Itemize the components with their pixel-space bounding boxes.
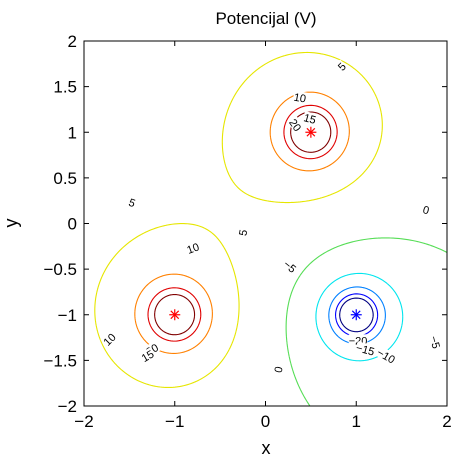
- contour-line-5: [94, 51, 383, 389]
- contour-label: 10: [292, 90, 308, 106]
- contour-line-20: [154, 111, 332, 336]
- contour-line-neg5: [315, 272, 404, 362]
- contour-label-text: 10: [293, 92, 307, 106]
- charge-markers: [169, 126, 362, 321]
- y-tick-label: 0: [68, 215, 77, 234]
- x-tick-label: −1: [165, 412, 184, 431]
- contour-line-15: [147, 104, 338, 342]
- contour-label: 5: [126, 195, 138, 210]
- contour-label-text: 10: [185, 241, 201, 256]
- contour-line-neg10: [328, 286, 386, 345]
- negative-charge-marker: [350, 309, 362, 321]
- contour-label-text: 5: [237, 229, 250, 237]
- y-tick-label: −1: [58, 306, 77, 325]
- contour-label-text: 0: [273, 366, 286, 374]
- contour-label-text: 15: [140, 348, 157, 365]
- contour-line-0: [285, 237, 447, 406]
- contour-line-neg20: [339, 297, 374, 333]
- contour-label-text: 15: [302, 112, 317, 127]
- x-tick-label: 2: [442, 412, 451, 431]
- contour-label: 0: [271, 364, 286, 375]
- y-tick-label: −1.5: [43, 351, 77, 370]
- contour-label-text: −5: [427, 335, 442, 350]
- contour-lines: [94, 51, 447, 406]
- contour-label: 15: [138, 347, 157, 365]
- contour-label: 10: [184, 240, 201, 257]
- contour-label: 15: [302, 111, 318, 127]
- x-tick-label: 0: [261, 412, 270, 431]
- contour-label: 5: [236, 227, 250, 238]
- x-axis-label: x: [262, 438, 271, 458]
- contour-label: −5: [427, 334, 443, 350]
- y-tick-label: 1.5: [53, 78, 77, 97]
- contour-label: −15: [354, 341, 376, 359]
- x-tick-label: 1: [352, 412, 361, 431]
- chart-title: Potencijal (V): [215, 9, 316, 28]
- contour-label-text: 0: [421, 204, 430, 217]
- x-tick-label: −2: [74, 412, 93, 431]
- y-axis-label: y: [1, 219, 21, 228]
- contour-label-text: 20: [286, 117, 303, 134]
- y-tick-label: 0.5: [53, 169, 77, 188]
- y-tick-label: −2: [58, 397, 77, 416]
- contour-label-text: −15: [354, 342, 375, 358]
- positive-charge-marker: [305, 126, 317, 138]
- contour-label-text: 5: [127, 197, 137, 210]
- y-tick-label: −0.5: [43, 260, 77, 279]
- y-tick-label: 1: [68, 123, 77, 142]
- contour-line-10: [134, 91, 350, 354]
- x-axis-ticks: −2 −1 0 1 2: [74, 41, 452, 431]
- contour-label: 0: [421, 203, 432, 217]
- contour-label: 20: [286, 116, 305, 134]
- y-axis-ticks: −2 −1.5 −1 −0.5 0 0.5 1 1.5 2: [43, 32, 447, 416]
- positive-charge-marker: [169, 309, 181, 321]
- y-tick-label: 2: [68, 32, 77, 51]
